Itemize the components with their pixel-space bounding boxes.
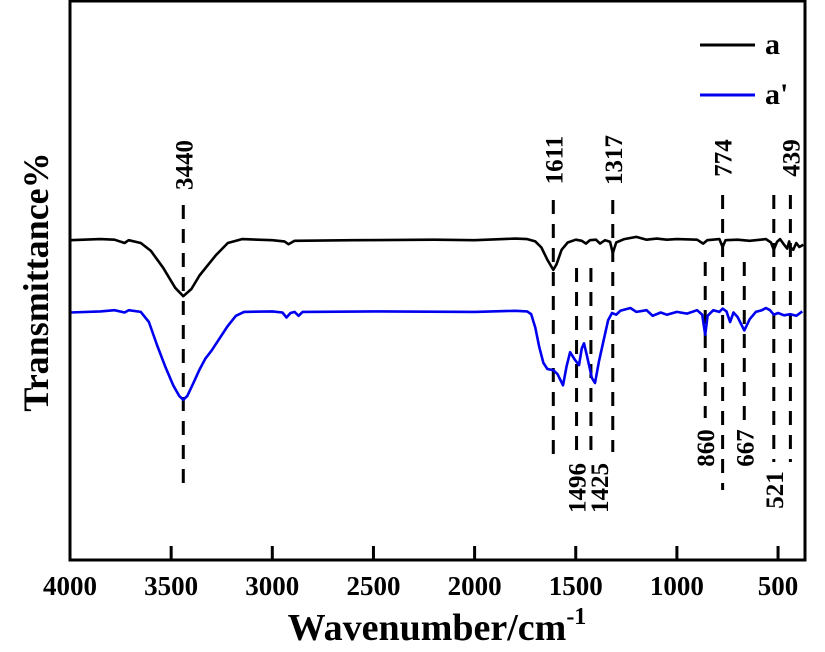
x-tick-label: 2000 xyxy=(448,571,502,601)
x-axis-ticks: 4000 3500 3000 2500 2000 1500 1000 500 xyxy=(43,546,798,601)
x-tick-label: 1500 xyxy=(549,571,603,601)
peak-label: 774 xyxy=(711,139,738,177)
x-tick-label: 4000 xyxy=(43,571,97,601)
peak-label: 667 xyxy=(732,429,759,467)
peak-label: 1425 xyxy=(587,463,614,513)
y-axis-label: Transmittance% xyxy=(16,152,56,411)
peak-label: 521 xyxy=(762,471,789,509)
legend-label: a' xyxy=(765,78,788,111)
peak-label: 1496 xyxy=(565,463,592,513)
x-tick-label: 3500 xyxy=(144,571,198,601)
plot-frame xyxy=(68,0,807,562)
x-tick-label: 2500 xyxy=(346,571,400,601)
x-tick-label: 1000 xyxy=(650,571,704,601)
legend: a a' xyxy=(700,28,788,111)
peak-label: 439 xyxy=(778,139,805,177)
legend-label: a xyxy=(765,28,780,61)
peak-label: 860 xyxy=(693,429,720,467)
x-tick-label: 3000 xyxy=(245,571,299,601)
peak-label: 1611 xyxy=(541,136,568,185)
series-line-a xyxy=(69,235,804,298)
peak-label: 3440 xyxy=(171,140,198,190)
series-line-a-prime xyxy=(69,306,804,402)
series-lines xyxy=(69,235,804,402)
x-axis-label: Wavenumber/cm-1 xyxy=(288,604,587,649)
peak-label: 1317 xyxy=(601,135,628,185)
x-tick-label: 500 xyxy=(758,571,799,601)
